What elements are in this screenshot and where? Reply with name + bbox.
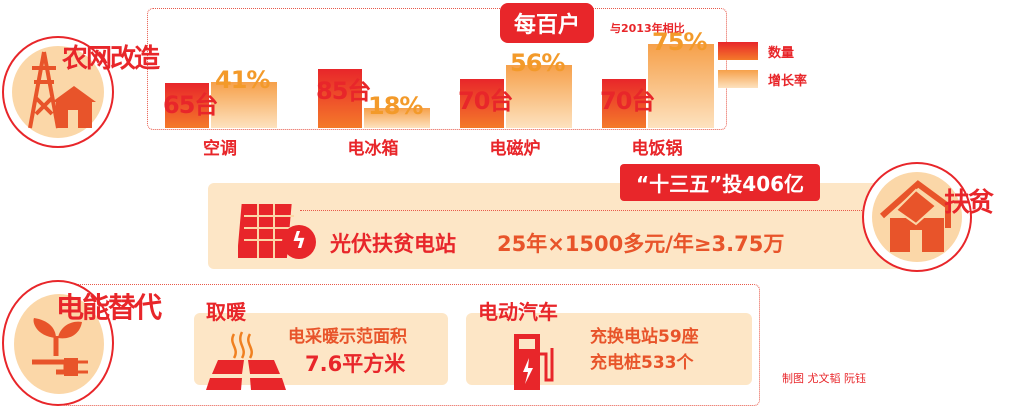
- legend-swatch-quantity: [718, 42, 758, 60]
- category-label: 空调: [203, 139, 237, 159]
- label-growth: 18%: [368, 91, 423, 120]
- lightning-icon: ϟ: [282, 225, 316, 259]
- bar-growth: [211, 82, 277, 128]
- bar-growth: [364, 107, 430, 128]
- heating-line2: 7.6平方米: [305, 352, 406, 376]
- solar-station-label: 光伏扶贫电站: [330, 232, 456, 256]
- label-quantity: 85台: [316, 76, 371, 105]
- label-quantity: 70台: [600, 87, 655, 115]
- poverty-circle: [862, 162, 972, 272]
- substitution-circle: [2, 280, 114, 406]
- divider: [300, 210, 880, 211]
- label-growth: 56%: [510, 49, 565, 78]
- floor-heating-icon: [206, 331, 286, 390]
- charging-station-icon: [514, 334, 554, 390]
- solar-house-icon: [880, 180, 951, 252]
- bar-quantity: [602, 79, 646, 128]
- bar-quantity: [460, 79, 504, 128]
- per-hundred-badge: 每百户: [500, 3, 595, 43]
- ev-title: 电动汽车: [478, 300, 558, 324]
- bar-quantity: [318, 68, 362, 128]
- solar-panel-icon: [238, 204, 294, 258]
- investment-banner: “十三五”投406亿: [620, 164, 821, 201]
- rural-title: 农网改造: [62, 44, 160, 74]
- plant-plug-icon: [32, 318, 88, 376]
- legend-label-growth: 增长率: [768, 74, 808, 89]
- appliance-bar-chart: 65台 41% 空调 85台 18% 电冰箱 70台 56% 电磁炉 70台 75% 电饭锅: [0, 0, 1010, 160]
- heating-line1: 电采暖示范面积: [288, 327, 407, 347]
- category-label: 电饭锅: [631, 139, 683, 159]
- bar-growth: [506, 65, 572, 128]
- label-growth: 75%: [652, 28, 707, 56]
- label-quantity: 65台: [163, 90, 218, 119]
- bar-growth: [648, 44, 714, 128]
- rural-frame: [147, 8, 727, 130]
- label-quantity: 70台: [458, 87, 513, 115]
- ev-line1: 充换电站59座: [590, 327, 699, 347]
- heating-title: 取暖: [206, 300, 246, 324]
- ev-line2: 充电桩533个: [590, 353, 694, 373]
- credit: 制图 尤文韬 阮钰: [782, 372, 866, 385]
- category-label: 电磁炉: [489, 139, 541, 159]
- ev-panel: [466, 313, 752, 385]
- substitution-title: 电能替代: [56, 291, 162, 324]
- rural-circle: [2, 36, 114, 148]
- label-growth: 41%: [215, 66, 270, 95]
- category-label: 电冰箱: [347, 139, 399, 159]
- legend-swatch-growth: [718, 70, 758, 88]
- bar-quantity: [165, 82, 209, 128]
- poverty-title: 扶贫: [944, 188, 994, 218]
- compare-note: 与2013年相比: [610, 22, 685, 35]
- solar-formula: 25年×1500多元/年≥3.75万: [497, 232, 785, 256]
- legend-label-quantity: 数量: [768, 46, 795, 61]
- power-tower-house-icon: [28, 51, 96, 129]
